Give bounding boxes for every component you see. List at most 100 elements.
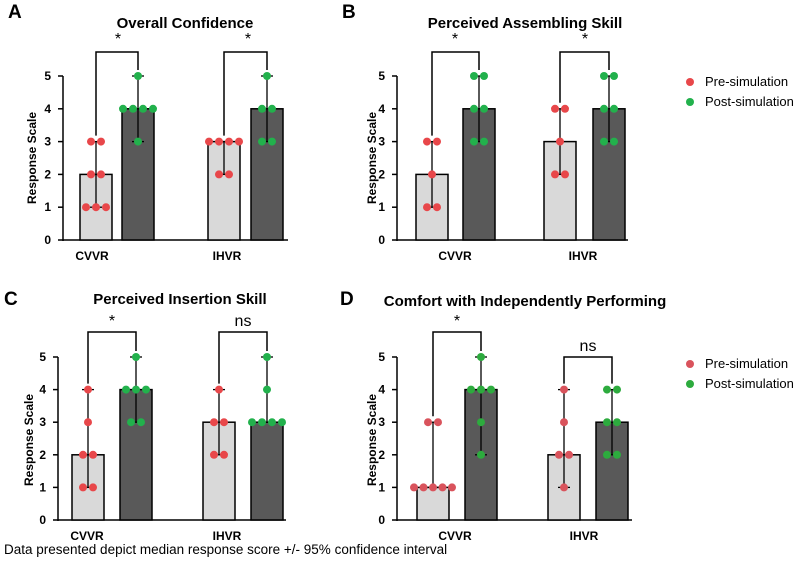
pre-data-point [424, 418, 432, 427]
post-data-point [610, 72, 618, 80]
pre-data-point [438, 483, 447, 492]
pre-data-point [205, 137, 213, 146]
post-data-point [610, 104, 618, 113]
post-data-point [480, 137, 488, 146]
post-bar-ihvr [250, 421, 284, 521]
pre-data-point [87, 170, 95, 179]
post-data-point [603, 385, 611, 394]
pre-data-point [551, 170, 559, 179]
significance-bracket [223, 51, 268, 136]
post-data-point [132, 385, 140, 394]
pre-data-point [428, 170, 436, 179]
pre-data-point [102, 203, 110, 212]
y-tick-label: 2 [44, 167, 51, 181]
significance-bracket [563, 356, 613, 384]
post-data-point [122, 385, 130, 394]
pre-data-point [92, 203, 100, 212]
pre-data-point [225, 170, 233, 179]
pre-data-point [225, 137, 233, 146]
post-data-point [263, 353, 271, 361]
legend-label-pre: Pre-simulation [705, 356, 788, 371]
pre-data-point [89, 450, 97, 459]
post-data-point [248, 418, 256, 427]
pre-data-point [429, 483, 437, 492]
y-tick-label: 5 [378, 350, 385, 364]
post-data-point [477, 450, 485, 459]
pre-data-point [433, 137, 441, 146]
significance-bracket [218, 331, 268, 384]
y-tick-label: 2 [39, 448, 46, 462]
pre-data-point [565, 450, 573, 459]
pre-data-point [560, 483, 568, 492]
pre-data-point [433, 203, 441, 212]
pre-data-point [97, 137, 105, 146]
post-data-point [470, 104, 478, 113]
post-data-point [268, 104, 276, 113]
y-axis-label: Response Scale [365, 112, 379, 204]
figure: A Overall Confidence Response Scale 0 1 2 3 4 5 C… [4, 2, 794, 540]
pre-data-point [551, 104, 559, 113]
post-data-point [139, 104, 147, 113]
y-tick-label: 4 [44, 102, 51, 116]
significance-label: * [582, 31, 588, 48]
pre-bar-cvvr [416, 486, 450, 521]
pre-data-point [410, 483, 418, 492]
pre-data-point [561, 170, 569, 179]
post-data-point [600, 72, 608, 80]
panel-letter-d: D [340, 289, 354, 310]
y-tick-label: 3 [44, 135, 51, 149]
y-tick-label: 4 [378, 383, 385, 397]
pre-data-point [423, 137, 431, 146]
pre-data-point [556, 137, 564, 146]
pre-data-point [235, 137, 243, 146]
pre-data-point [84, 385, 92, 394]
significance-label: * [115, 31, 121, 48]
pre-data-point [560, 418, 568, 427]
post-data-point [600, 104, 608, 113]
y-tick-label: 4 [378, 102, 385, 116]
post-data-point [127, 418, 135, 427]
significance-bracket [559, 51, 610, 103]
post-data-point [119, 104, 127, 113]
figure-caption: Data presented depict median response sc… [4, 542, 448, 557]
post-data-point [258, 418, 266, 427]
pre-data-point [215, 170, 223, 179]
category-label-cvvr: CVVR [70, 529, 104, 540]
pre-data-point [423, 203, 431, 212]
post-data-point [467, 385, 475, 394]
y-tick-label: 1 [44, 200, 51, 214]
y-tick-label: 5 [39, 350, 46, 364]
pre-data-point [220, 418, 228, 427]
pre-data-point [79, 483, 87, 492]
significance-label: * [245, 31, 251, 48]
significance-label: * [452, 31, 458, 48]
legend-label-post: Post-simulation [705, 94, 794, 109]
y-tick-label: 3 [378, 415, 385, 429]
pre-data-point [419, 483, 428, 492]
y-tick-label: 0 [378, 513, 385, 527]
category-label-cvvr: CVVR [75, 249, 109, 263]
significance-label: * [109, 313, 115, 330]
legend-label-post: Post-simulation [705, 376, 794, 391]
pre-data-point [210, 418, 218, 427]
post-data-point [613, 450, 621, 459]
category-label-ihvr: IHVR [213, 249, 242, 263]
category-label-ihvr: IHVR [570, 529, 599, 540]
pre-data-point [97, 170, 105, 179]
y-tick-label: 4 [39, 383, 46, 397]
post-data-point [603, 418, 611, 427]
post-data-point [268, 418, 276, 427]
panel-title: Perceived Assembling Skill [428, 15, 623, 32]
y-tick-label: 5 [378, 69, 385, 83]
y-tick-label: 1 [378, 480, 385, 494]
legend-marker-pre [686, 360, 694, 368]
pre-data-point [210, 450, 218, 459]
legend-marker-post [686, 380, 694, 388]
post-data-point [470, 72, 478, 80]
category-label-cvvr: CVVR [438, 529, 472, 540]
pre-data-point [215, 137, 223, 146]
y-tick-label: 1 [39, 480, 46, 494]
y-tick-label: 3 [378, 135, 385, 149]
significance-label: * [454, 313, 460, 330]
y-tick-label: 0 [39, 513, 46, 527]
